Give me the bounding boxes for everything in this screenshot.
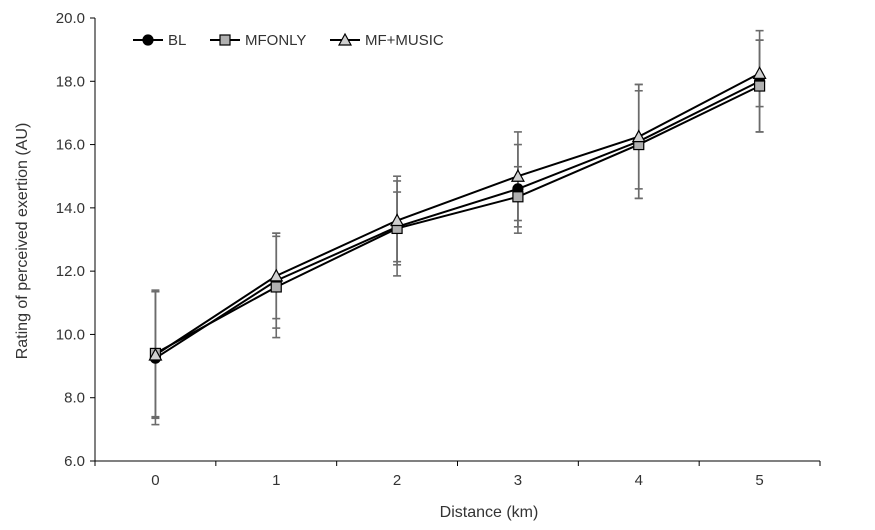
- y-tick-label: 12.0: [56, 263, 85, 280]
- x-tick-label: 3: [514, 472, 522, 489]
- data-point-triangle: [148, 347, 163, 361]
- legend-marker-square: [219, 34, 231, 46]
- series-lines: [154, 72, 761, 360]
- y-tick-label: 18.0: [56, 73, 85, 90]
- axes: 6.0 8.0 10.0 12.0 14.0 16.0 18.0 20.0 0 1 2 3 4 5: [56, 10, 821, 489]
- y-tick-label: 16.0: [56, 137, 85, 154]
- legend-marker-circle: [142, 34, 154, 46]
- legend-label: BL: [168, 32, 186, 49]
- y-axis-title: Rating of perceived exertion (AU): [14, 123, 31, 360]
- y-tick-label: 6.0: [64, 453, 85, 470]
- data-point-square: [270, 281, 282, 293]
- y-tick-label: 14.0: [56, 200, 85, 217]
- x-axis-title: Distance (km): [440, 504, 539, 521]
- x-tick-label: 0: [151, 472, 159, 489]
- series-line-bl: [154, 80, 761, 360]
- legend-marker-triangle: [337, 32, 353, 46]
- series-line-mfonly: [154, 85, 761, 355]
- x-tick-label: 2: [393, 472, 401, 489]
- data-point-triangle: [269, 268, 284, 282]
- x-tick-label: 4: [635, 472, 643, 489]
- y-tick-label: 20.0: [56, 10, 85, 27]
- data-point-triangle: [390, 213, 405, 227]
- data-point-square: [512, 191, 524, 203]
- legend: BL MFONLY MF+MUSIC: [133, 32, 444, 49]
- legend-label: MF+MUSIC: [365, 32, 444, 49]
- x-tick-label: 5: [755, 472, 763, 489]
- data-point-triangle: [631, 129, 646, 143]
- y-tick-label: 10.0: [56, 326, 85, 343]
- x-tick-label: 1: [272, 472, 280, 489]
- data-point-triangle: [510, 168, 525, 182]
- y-tick-label: 8.0: [64, 390, 85, 407]
- series-markers: [148, 66, 767, 364]
- error-bars: [151, 29, 764, 426]
- data-point-square: [753, 80, 766, 92]
- legend-label: MFONLY: [245, 32, 306, 49]
- series-line-mf-music: [154, 72, 761, 356]
- data-point-triangle: [752, 66, 767, 79]
